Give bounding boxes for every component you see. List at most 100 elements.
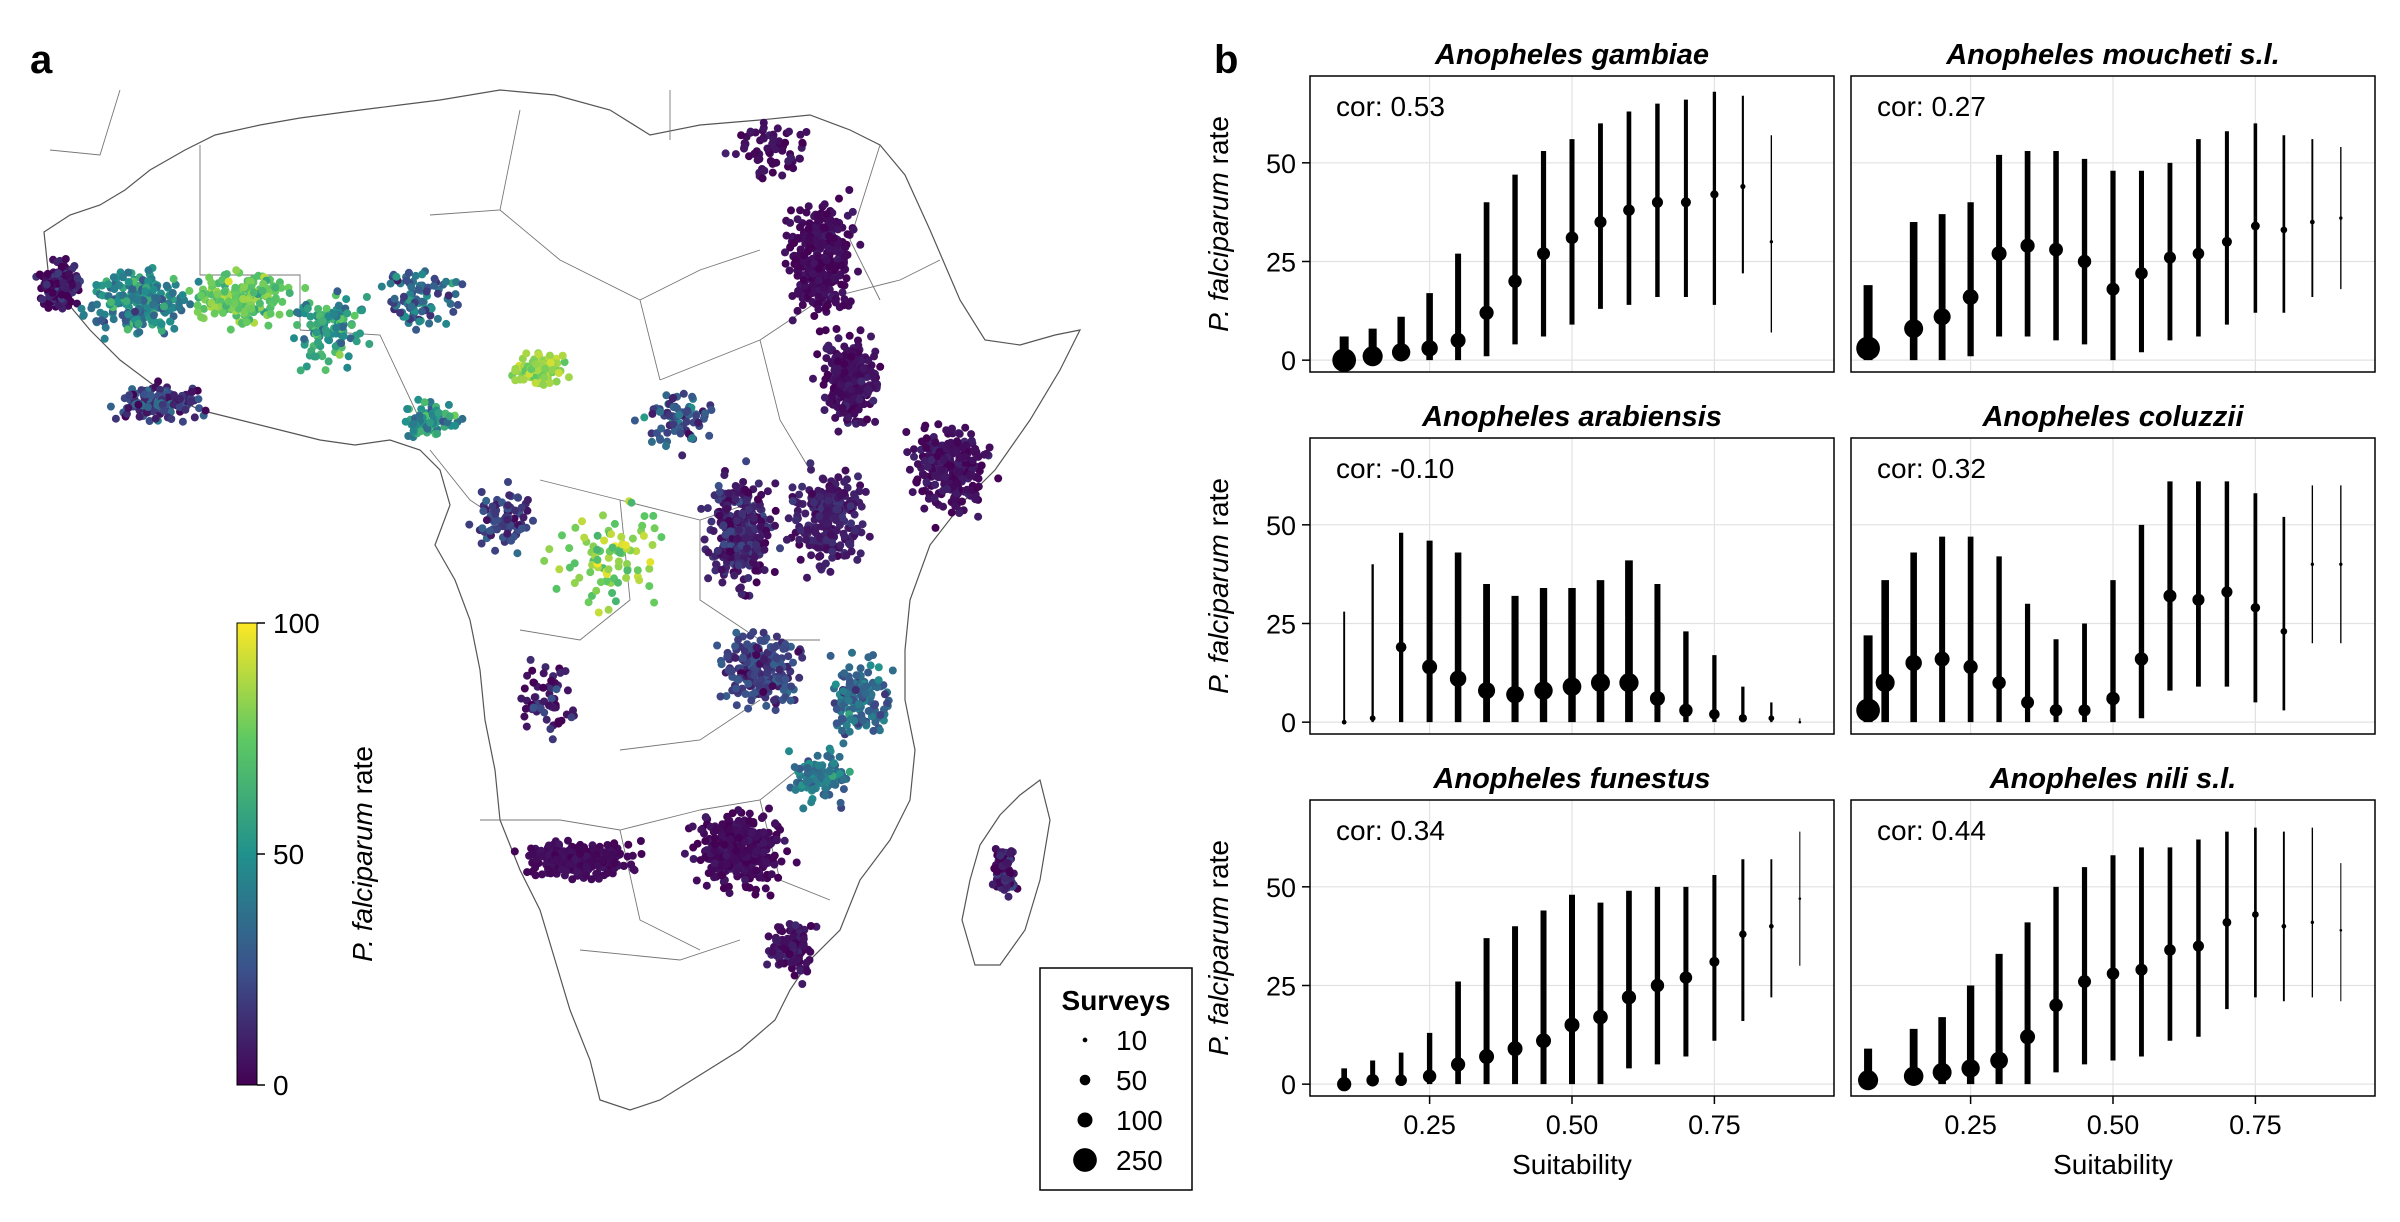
survey-point <box>135 328 144 337</box>
survey-point <box>555 565 564 574</box>
survey-point <box>763 960 772 969</box>
survey-point <box>785 127 793 136</box>
survey-point <box>445 412 454 421</box>
survey-point <box>968 456 977 465</box>
colorbar-tick-label: 50 <box>273 839 304 870</box>
colorbar-label: P. falciparum rate <box>347 746 378 962</box>
survey-point <box>246 278 255 286</box>
survey-point <box>133 296 142 305</box>
survey-point <box>947 508 956 517</box>
survey-point <box>352 337 361 346</box>
survey-point <box>346 334 355 343</box>
legend-marker <box>1079 1074 1091 1086</box>
survey-point <box>823 301 832 310</box>
survey-point <box>863 415 871 424</box>
survey-point <box>913 475 922 484</box>
legend-marker <box>1082 1037 1088 1043</box>
survey-point <box>266 309 275 318</box>
survey-point <box>332 324 341 332</box>
survey-point <box>337 339 346 348</box>
survey-point <box>805 237 814 246</box>
survey-point <box>793 306 802 315</box>
survey-point <box>181 405 190 414</box>
survey-point <box>720 540 728 549</box>
survey-point <box>837 390 846 399</box>
survey-point <box>570 559 579 568</box>
survey-point <box>787 682 796 691</box>
survey-point <box>314 305 323 313</box>
survey-point <box>1004 892 1013 901</box>
survey-point <box>831 680 840 689</box>
survey-point <box>416 427 425 436</box>
survey-point <box>560 358 569 367</box>
survey-point <box>869 373 878 382</box>
survey-point <box>63 291 71 300</box>
survey-point <box>617 532 626 541</box>
survey-point <box>796 555 805 564</box>
survey-point <box>715 488 724 497</box>
survey-point <box>719 884 728 893</box>
survey-point <box>503 529 512 538</box>
survey-point <box>955 453 964 462</box>
survey-point <box>477 539 486 548</box>
survey-point <box>608 589 617 597</box>
survey-point <box>844 696 853 705</box>
survey-point <box>407 302 416 311</box>
survey-point <box>967 430 976 439</box>
survey-point <box>556 668 565 677</box>
survey-point <box>545 545 554 554</box>
survey-point <box>798 980 807 988</box>
survey-point <box>813 543 822 552</box>
survey-point <box>412 325 421 334</box>
survey-point <box>942 426 951 435</box>
survey-point <box>781 936 790 945</box>
survey-point <box>429 281 438 290</box>
survey-point <box>795 535 804 544</box>
survey-point <box>444 291 453 300</box>
survey-point <box>768 682 777 691</box>
survey-point <box>931 471 939 480</box>
survey-point <box>752 643 761 652</box>
survey-point <box>751 566 760 575</box>
survey-point <box>836 798 845 807</box>
survey-point <box>827 392 836 401</box>
survey-point <box>747 696 756 705</box>
survey-point <box>657 424 666 433</box>
survey-point <box>675 411 684 419</box>
survey-point <box>814 486 823 495</box>
survey-point <box>825 485 834 494</box>
survey-point <box>417 307 426 316</box>
survey-point <box>614 557 623 566</box>
survey-point <box>793 956 801 964</box>
survey-point <box>650 524 659 533</box>
survey-point <box>226 325 235 334</box>
survey-point <box>731 150 740 159</box>
survey-point <box>433 429 442 438</box>
survey-point <box>329 310 338 319</box>
survey-point <box>781 248 789 257</box>
survey-point <box>322 329 331 338</box>
survey-point <box>869 726 878 735</box>
survey-point <box>823 777 831 785</box>
survey-point <box>392 272 401 281</box>
survey-point <box>540 708 549 717</box>
survey-point <box>741 690 750 698</box>
survey-point <box>54 269 63 278</box>
survey-point <box>567 713 576 722</box>
survey-point <box>656 407 664 416</box>
survey-point <box>709 527 718 535</box>
survey-point <box>194 277 203 286</box>
survey-point <box>836 541 845 550</box>
survey-point <box>530 693 539 702</box>
survey-point <box>157 326 166 335</box>
survey-point <box>744 574 753 582</box>
survey-point <box>724 489 733 498</box>
survey-point <box>277 283 286 292</box>
survey-point <box>752 651 761 659</box>
survey-point <box>334 301 343 310</box>
survey-point <box>739 478 748 486</box>
survey-point <box>342 295 351 304</box>
survey-point <box>745 809 754 818</box>
survey-point <box>804 777 813 786</box>
survey-point <box>726 835 735 844</box>
